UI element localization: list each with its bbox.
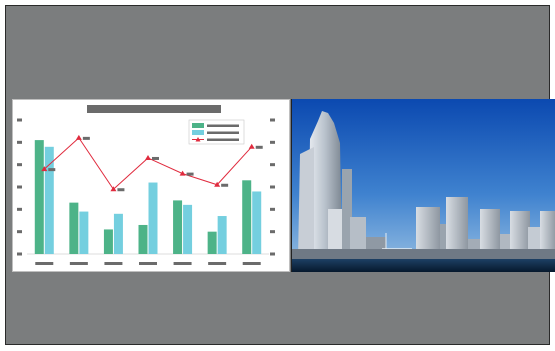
legend-swatch-a: [192, 123, 204, 128]
category-label-placeholder: [139, 262, 157, 265]
legend-label-placeholder: [207, 124, 239, 127]
y-tick-label-right: [270, 230, 275, 234]
line-series: [43, 137, 253, 190]
line-point-marker: [248, 143, 255, 149]
bar: [138, 224, 148, 254]
y-tick-label-right: [270, 163, 275, 167]
data-label-placeholder: [48, 168, 56, 172]
y-tick-label-left: [17, 230, 22, 234]
chart-title-placeholder: [87, 105, 221, 113]
line-point-marker: [145, 154, 151, 160]
y-tick-label-right: [270, 185, 275, 189]
y-tick-label-right: [270, 207, 275, 211]
data-label-placeholder: [117, 188, 125, 192]
chart: [17, 105, 275, 265]
line-point-marker: [214, 181, 221, 187]
right-pane: [291, 99, 555, 272]
bar: [34, 140, 44, 254]
bar: [173, 200, 183, 254]
bar: [103, 229, 113, 254]
legend-swatch-b: [192, 130, 204, 135]
bar: [183, 204, 193, 254]
city-skyline-photo: [292, 99, 555, 272]
bar: [148, 182, 158, 254]
y-tick-label-right: [270, 252, 275, 256]
y-tick-label-left: [17, 163, 22, 167]
legend-swatch-marker: [195, 137, 201, 142]
water: [292, 259, 555, 272]
bar: [79, 211, 89, 254]
bar: [44, 146, 54, 254]
data-label-placeholder: [152, 156, 159, 160]
category-label-placeholder: [69, 262, 88, 265]
bar: [113, 213, 123, 254]
category-label-placeholder: [242, 262, 261, 265]
line-point-marker: [41, 166, 48, 172]
y-tick-label-left: [17, 207, 22, 211]
y-tick-label-right: [270, 118, 275, 122]
left-pane: [12, 99, 290, 272]
bar: [252, 191, 262, 254]
bar: [242, 180, 252, 254]
legend-label-placeholder: [207, 131, 239, 134]
line-point-marker: [179, 170, 186, 176]
skyline: [292, 111, 555, 259]
line-point-marker: [75, 134, 82, 140]
data-label-placeholder: [186, 172, 194, 176]
y-tick-label-left: [17, 185, 22, 189]
data-label-placeholder: [82, 136, 90, 140]
bar: [207, 231, 217, 254]
bar: [217, 216, 227, 254]
data-label-placeholder: [255, 145, 263, 149]
y-tick-label-left: [17, 118, 22, 122]
data-label-placeholder: [221, 183, 229, 187]
y-tick-label-left: [17, 252, 22, 256]
legend-label-placeholder: [207, 138, 239, 141]
y-tick-label-right: [270, 140, 275, 144]
y-tick-label-left: [17, 140, 22, 144]
category-label-placeholder: [208, 262, 227, 265]
line-point-marker: [110, 186, 117, 192]
display-screen: [5, 5, 555, 345]
category-label-placeholder: [35, 262, 54, 265]
category-label-placeholder: [104, 262, 123, 265]
category-label-placeholder: [173, 262, 192, 265]
bar: [69, 202, 79, 254]
